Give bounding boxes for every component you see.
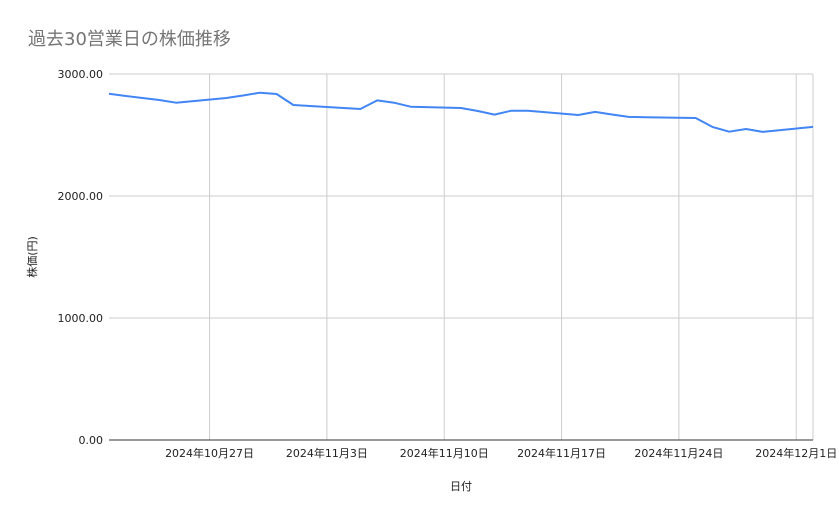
y-axis-ticks: 0.00 1000.00 2000.00 3000.00 [58,68,104,447]
x-axis-ticks: 2024年10月27日 2024年11月3日 2024年11月10日 2024年11月… [165,446,837,460]
x-tick-label: 2024年10月27日 [165,446,254,460]
gridlines [109,73,814,440]
x-tick-label: 2024年11月3日 [286,446,368,460]
series-path [108,91,814,133]
x-tick-label: 2024年12月1日 [755,446,837,460]
x-tick-label: 2024年11月17日 [517,446,606,460]
y-axis-label: 株価(円) [25,236,39,278]
series-line [108,91,814,133]
y-tick-label: 1000.00 [58,312,104,325]
chart-title: 過去30営業日の株価推移 [28,29,231,50]
y-tick-label: 2000.00 [58,190,104,203]
y-tick-label: 0.00 [79,434,104,447]
x-tick-label: 2024年11月24日 [634,446,723,460]
y-tick-label: 3000.00 [58,68,104,81]
x-tick-label: 2024年11月10日 [400,446,489,460]
x-axis-label: 日付 [450,480,472,493]
